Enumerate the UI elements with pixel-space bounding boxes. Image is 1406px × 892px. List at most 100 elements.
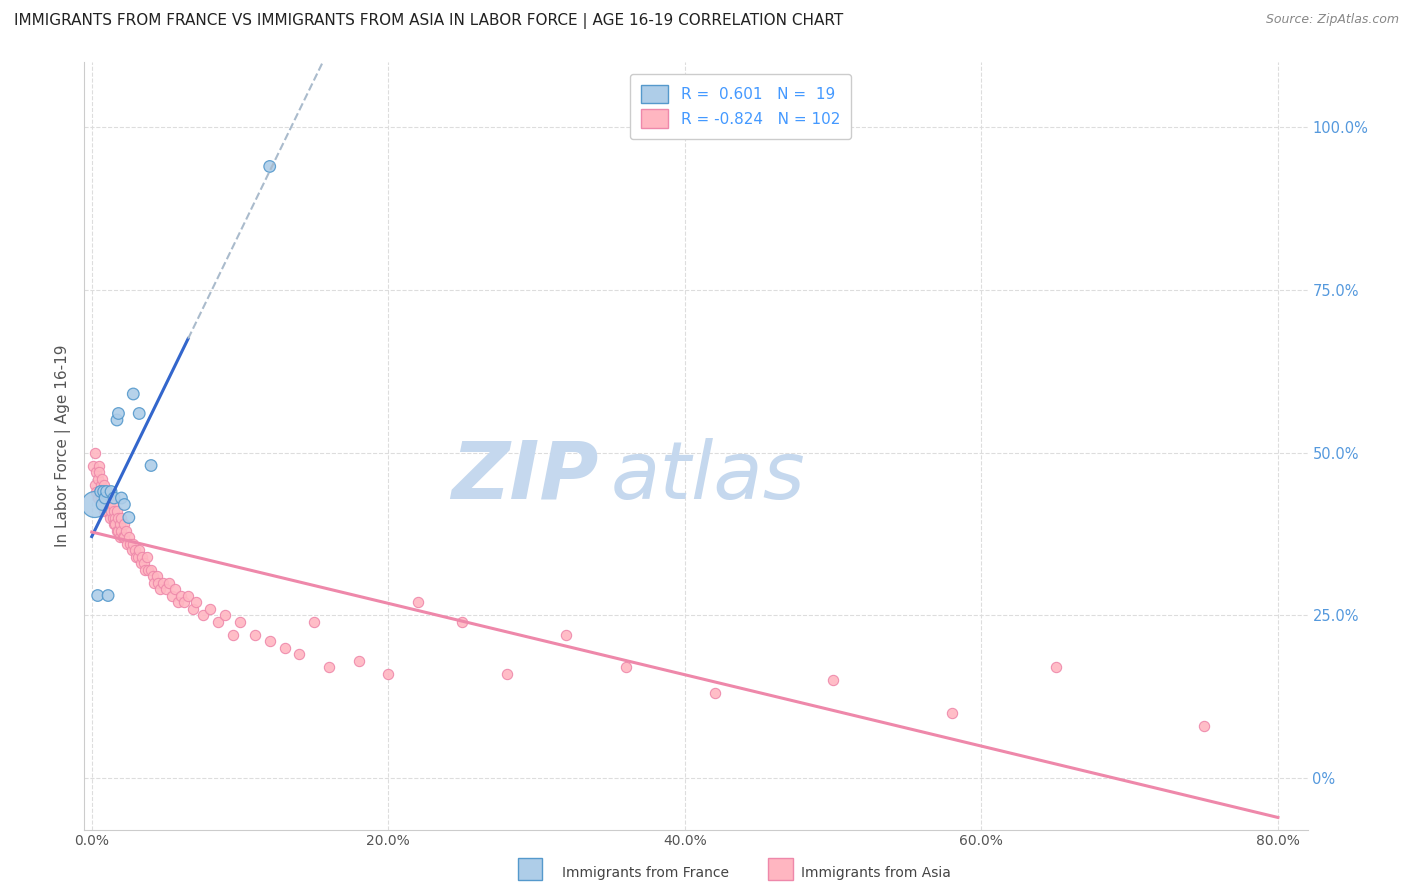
- Point: [149, 582, 172, 596]
- Point: [97, 589, 120, 603]
- Point: [142, 569, 165, 583]
- Point: [103, 491, 125, 505]
- Point: [125, 549, 148, 564]
- Point: [94, 484, 117, 499]
- Point: [121, 543, 143, 558]
- Point: [84, 465, 107, 479]
- Point: [229, 615, 252, 629]
- Point: [703, 686, 725, 700]
- Point: [120, 536, 142, 550]
- Point: [221, 627, 243, 641]
- Point: [91, 498, 114, 512]
- Point: [139, 562, 162, 576]
- Point: [273, 640, 295, 655]
- Point: [101, 510, 124, 524]
- Point: [160, 589, 183, 603]
- Point: [94, 491, 117, 505]
- Point: [103, 516, 125, 531]
- Point: [259, 634, 281, 648]
- Point: [96, 498, 118, 512]
- Text: atlas: atlas: [610, 438, 806, 516]
- Point: [101, 498, 124, 512]
- Point: [83, 445, 105, 459]
- Point: [118, 530, 141, 544]
- Point: [110, 510, 132, 524]
- Point: [83, 498, 105, 512]
- Point: [96, 484, 118, 499]
- Point: [98, 498, 121, 512]
- Point: [105, 413, 128, 427]
- Point: [136, 562, 159, 576]
- Point: [166, 595, 188, 609]
- Point: [107, 524, 129, 538]
- Text: Immigrants from Asia: Immigrants from Asia: [801, 865, 952, 880]
- Point: [131, 549, 153, 564]
- Point: [110, 491, 132, 505]
- Point: [93, 504, 115, 518]
- Text: IMMIGRANTS FROM FRANCE VS IMMIGRANTS FROM ASIA IN LABOR FORCE | AGE 16-19 CORREL: IMMIGRANTS FROM FRANCE VS IMMIGRANTS FRO…: [14, 13, 844, 29]
- Point: [122, 387, 145, 401]
- Point: [93, 491, 115, 505]
- Point: [406, 595, 429, 609]
- Point: [117, 536, 139, 550]
- Point: [98, 510, 121, 524]
- Point: [110, 524, 132, 538]
- Point: [941, 706, 963, 720]
- Point: [82, 458, 104, 473]
- Point: [105, 504, 128, 518]
- Point: [100, 504, 122, 518]
- Bar: [517, 858, 543, 880]
- Point: [214, 607, 236, 622]
- Point: [103, 504, 125, 518]
- Point: [86, 491, 108, 505]
- Point: [108, 516, 131, 531]
- Y-axis label: In Labor Force | Age 16-19: In Labor Force | Age 16-19: [55, 344, 72, 548]
- Point: [132, 556, 155, 570]
- Text: Immigrants from France: Immigrants from France: [562, 865, 730, 880]
- Point: [93, 484, 115, 499]
- Point: [152, 575, 174, 590]
- Point: [200, 601, 222, 615]
- Bar: [768, 858, 793, 880]
- Point: [377, 666, 399, 681]
- Point: [155, 582, 177, 596]
- Point: [302, 615, 325, 629]
- Point: [318, 660, 340, 674]
- Point: [207, 615, 229, 629]
- Point: [128, 407, 150, 421]
- Point: [108, 530, 131, 544]
- Point: [107, 510, 129, 524]
- Point: [100, 484, 122, 499]
- Point: [146, 569, 169, 583]
- Point: [100, 491, 122, 505]
- Point: [84, 484, 107, 499]
- Point: [177, 589, 200, 603]
- Point: [243, 627, 266, 641]
- Point: [143, 575, 166, 590]
- Point: [107, 407, 129, 421]
- Point: [157, 575, 180, 590]
- Point: [115, 524, 138, 538]
- Point: [259, 160, 281, 174]
- Point: [90, 491, 112, 505]
- Point: [134, 562, 156, 576]
- Point: [118, 510, 141, 524]
- Point: [112, 516, 135, 531]
- Point: [97, 491, 120, 505]
- Point: [112, 498, 135, 512]
- Point: [170, 589, 193, 603]
- Point: [181, 601, 204, 615]
- Point: [94, 491, 117, 505]
- Point: [129, 556, 152, 570]
- Point: [104, 510, 127, 524]
- Point: [1045, 660, 1067, 674]
- Point: [86, 589, 108, 603]
- Point: [83, 478, 105, 492]
- Point: [496, 666, 519, 681]
- Point: [163, 582, 186, 596]
- Point: [288, 647, 311, 661]
- Point: [89, 484, 111, 499]
- Point: [91, 471, 114, 485]
- Point: [89, 465, 111, 479]
- Point: [96, 484, 118, 499]
